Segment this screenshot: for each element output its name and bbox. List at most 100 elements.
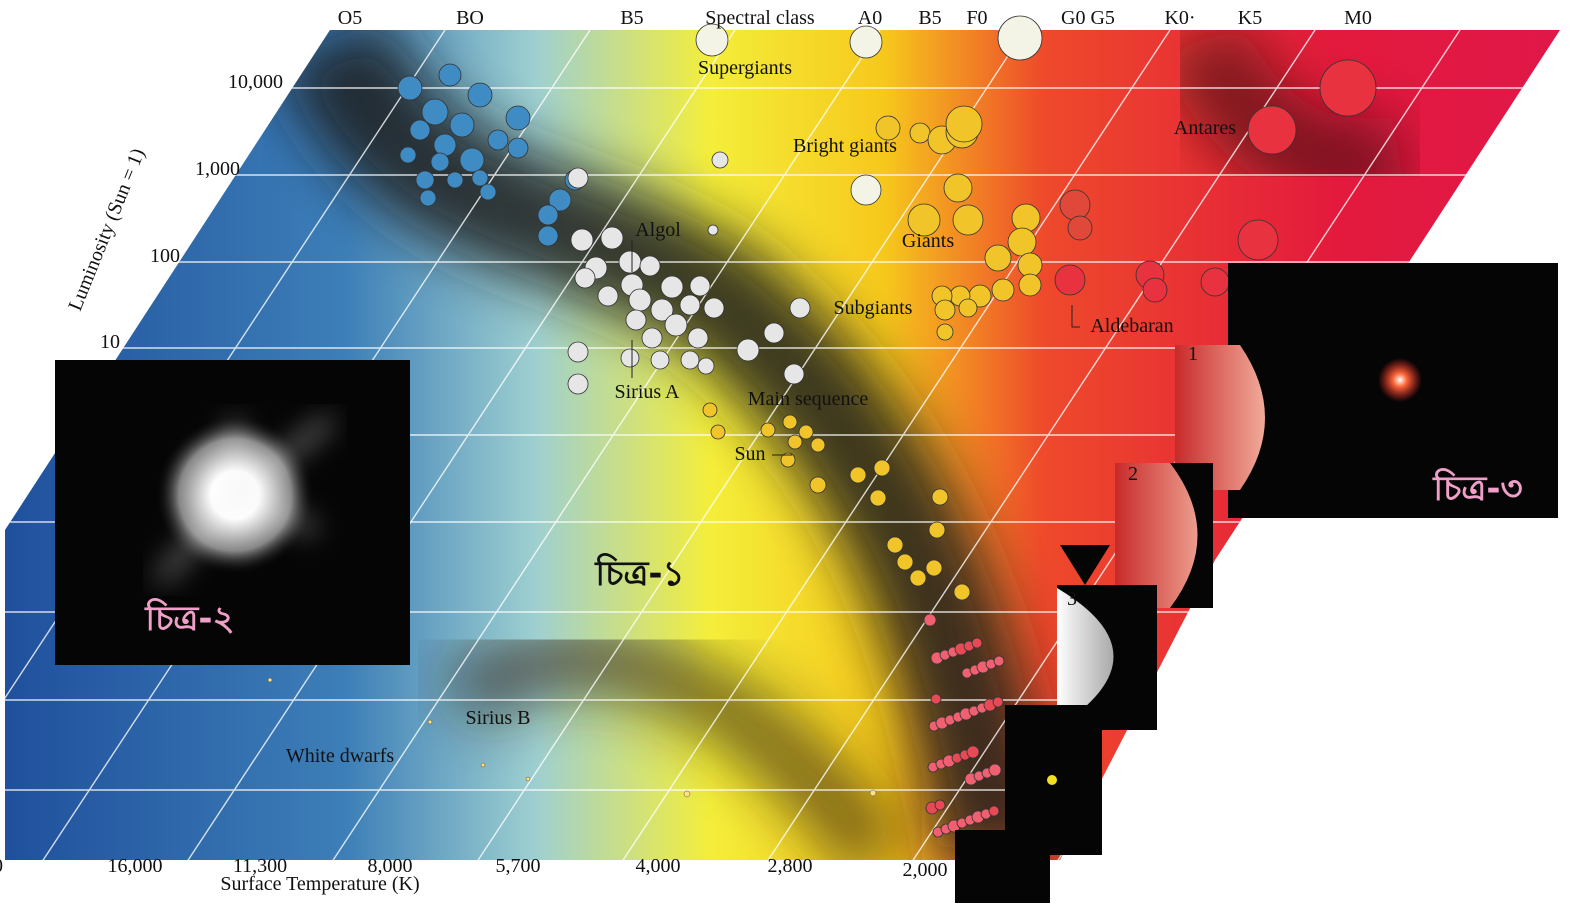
star bbox=[907, 203, 941, 237]
grid-line bbox=[754, 30, 1316, 860]
region-label: White dwarfs bbox=[286, 745, 395, 767]
star bbox=[798, 424, 814, 440]
star bbox=[471, 169, 489, 187]
star bbox=[570, 228, 594, 252]
inset-3 bbox=[955, 263, 1558, 903]
star bbox=[783, 363, 805, 385]
spectral-class-label: K0· bbox=[1164, 7, 1195, 29]
star bbox=[909, 569, 927, 587]
region-label: Main sequence bbox=[748, 388, 869, 410]
star bbox=[487, 129, 509, 151]
grid-line bbox=[609, 30, 1171, 860]
star bbox=[433, 133, 457, 157]
star bbox=[438, 63, 462, 87]
star bbox=[711, 151, 729, 169]
region-label: Subgiants bbox=[834, 297, 913, 319]
star bbox=[810, 437, 826, 453]
figure-label: চিত্র-২ bbox=[144, 598, 234, 639]
grid-line bbox=[319, 30, 881, 860]
spectral-class-label: BO bbox=[456, 7, 484, 29]
star bbox=[459, 147, 485, 173]
star bbox=[507, 137, 529, 159]
leader-line bbox=[631, 240, 1080, 456]
star bbox=[548, 188, 572, 212]
star bbox=[952, 204, 984, 236]
star bbox=[1017, 252, 1043, 278]
star bbox=[1067, 215, 1093, 241]
star bbox=[660, 275, 684, 299]
spectral-axis-title: Spectral class bbox=[705, 7, 815, 29]
star bbox=[537, 225, 559, 247]
temperature-tick-label: 16,000 bbox=[108, 855, 163, 877]
region-label: Bright giants bbox=[793, 135, 897, 157]
star bbox=[600, 226, 624, 250]
star bbox=[809, 476, 827, 494]
star bbox=[625, 309, 647, 331]
star-label: Sirius B bbox=[465, 707, 530, 729]
star bbox=[1054, 264, 1086, 296]
figure-label: চিত্র-১ bbox=[594, 553, 684, 594]
star bbox=[931, 488, 949, 506]
star bbox=[687, 327, 709, 349]
star bbox=[993, 655, 1005, 667]
star bbox=[909, 122, 931, 144]
star bbox=[787, 434, 803, 450]
star bbox=[1059, 189, 1091, 221]
star bbox=[943, 173, 973, 203]
star bbox=[421, 98, 449, 126]
star bbox=[896, 553, 914, 571]
temperature-tick-label: 8,000 bbox=[368, 855, 413, 877]
temperature-tick-label: 2,000 bbox=[903, 859, 948, 881]
star bbox=[1200, 267, 1230, 297]
star bbox=[467, 82, 493, 108]
star bbox=[664, 313, 688, 337]
star bbox=[984, 244, 1012, 272]
star bbox=[707, 224, 719, 236]
star bbox=[639, 255, 661, 277]
spectral-class-label: G0 G5 bbox=[1061, 7, 1115, 29]
region-label: Supergiants bbox=[698, 57, 792, 79]
star bbox=[971, 637, 983, 649]
star bbox=[680, 350, 700, 370]
temperature-axis-title: Surface Temperature (K) bbox=[220, 873, 419, 895]
star bbox=[928, 521, 946, 539]
temperature-tick-label: 5,700 bbox=[496, 855, 541, 877]
star bbox=[479, 183, 497, 201]
inset-number: 3 bbox=[1067, 588, 1077, 610]
star-points bbox=[267, 15, 1377, 838]
star bbox=[446, 171, 464, 189]
star bbox=[923, 613, 937, 627]
star bbox=[419, 189, 437, 207]
star bbox=[650, 298, 674, 322]
star bbox=[850, 174, 882, 206]
star bbox=[966, 745, 980, 759]
star bbox=[430, 152, 450, 172]
luminosity-tick-label: 1,000 bbox=[195, 158, 240, 180]
grid-line bbox=[464, 30, 1026, 860]
spectral-class-label: A0 bbox=[858, 7, 882, 29]
star bbox=[597, 285, 619, 307]
star-label: Sun bbox=[734, 443, 765, 465]
star bbox=[1237, 219, 1279, 261]
star bbox=[736, 338, 760, 362]
star bbox=[945, 105, 983, 143]
luminosity-tick-label: 10,000 bbox=[228, 71, 283, 93]
star-label: Sirius A bbox=[614, 381, 680, 403]
star bbox=[1247, 105, 1297, 155]
star bbox=[679, 294, 701, 316]
star bbox=[567, 167, 589, 189]
star bbox=[992, 696, 1004, 708]
star bbox=[934, 299, 956, 321]
star bbox=[689, 275, 711, 297]
star bbox=[695, 23, 729, 57]
luminosity-tick-label: 100 bbox=[150, 245, 180, 267]
spectral-class-label: B5 bbox=[620, 7, 643, 29]
star bbox=[869, 489, 887, 507]
inset-number: 1 bbox=[1188, 343, 1198, 365]
star bbox=[1011, 203, 1041, 233]
temperature-tick-label: 500 bbox=[0, 855, 3, 877]
region-label: Giants bbox=[902, 230, 954, 252]
star bbox=[782, 414, 798, 430]
star bbox=[934, 799, 946, 811]
star bbox=[427, 719, 433, 725]
